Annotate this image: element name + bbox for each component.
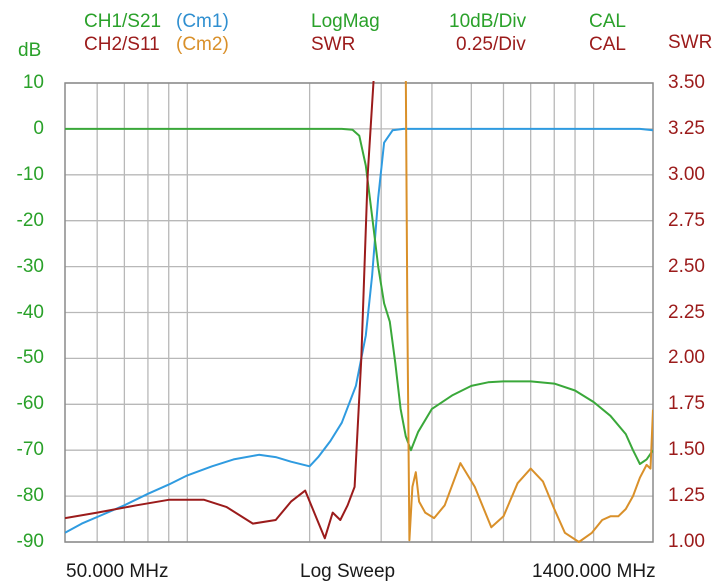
right-tick-label: 2.50	[668, 255, 705, 277]
left-tick-label: -90	[16, 531, 44, 552]
plot-frame	[64, 82, 654, 543]
left-tick-label: -30	[16, 255, 44, 277]
ch2-label: CH2/S11	[84, 34, 160, 55]
right-tick-label: 1.00	[668, 531, 705, 552]
stop-frequency: 1400.000 MHz	[532, 561, 656, 582]
s11-band-trace	[404, 81, 653, 543]
sweep-mode: Log Sweep	[300, 561, 396, 582]
ch1-scale: 10dB/Div	[449, 11, 527, 32]
right-tick-label: 3.50	[668, 72, 705, 93]
start-frequency: 50.000 MHz	[66, 561, 169, 582]
right-tick-label: 3.00	[668, 163, 705, 185]
right-tick-label: 2.75	[668, 209, 705, 231]
ch1-marker: (Cm1)	[176, 11, 229, 32]
s11-trace	[65, 81, 375, 540]
right-tick-label: 2.25	[668, 301, 705, 323]
left-tick-label: 10	[22, 72, 44, 93]
ch2-cal: CAL	[589, 34, 626, 55]
s21-trace	[65, 127, 653, 534]
ch1-format: LogMag	[311, 11, 380, 32]
ch1-cal: CAL	[589, 11, 626, 32]
right-axis-unit: SWR	[668, 32, 713, 53]
s21-band-trace	[65, 127, 653, 465]
ch2-scale: 0.25/Div	[456, 34, 526, 55]
left-tick-label: 0	[33, 117, 44, 139]
left-tick-label: -20	[16, 209, 44, 231]
left-tick-label: -50	[16, 347, 44, 369]
left-axis-unit: dB	[18, 40, 42, 61]
left-tick-label: -40	[16, 301, 44, 323]
right-tick-label: 2.00	[668, 347, 705, 369]
left-tick-label: -10	[16, 163, 44, 185]
left-tick-label: -80	[16, 485, 44, 507]
left-tick-label: -60	[16, 393, 44, 415]
right-tick-label: 1.50	[668, 439, 705, 461]
ch2-marker: (Cm2)	[176, 34, 229, 55]
right-tick-label: 1.75	[668, 393, 705, 415]
left-tick-label: -70	[16, 439, 44, 461]
ch2-format: SWR	[311, 34, 356, 55]
right-tick-label: 1.25	[668, 485, 705, 507]
right-tick-label: 3.25	[668, 117, 705, 139]
ch1-label: CH1/S21	[84, 11, 162, 32]
